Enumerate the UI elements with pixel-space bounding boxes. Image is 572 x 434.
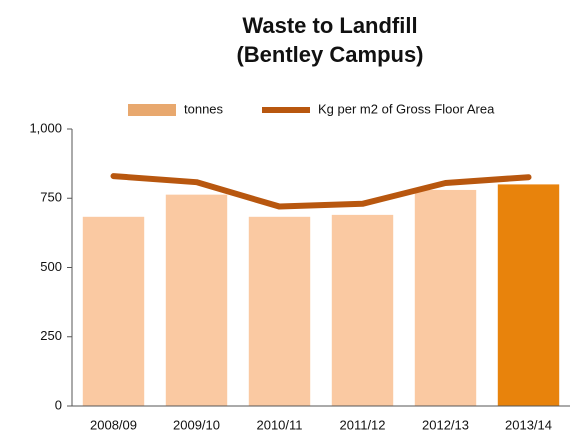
x-tick-label: 2011/12 (339, 417, 385, 432)
y-tick-label: 750 (40, 190, 62, 205)
legend-label: Kg per m2 of Gross Floor Area (318, 101, 495, 116)
bar (497, 184, 560, 406)
x-tick-label: 2012/13 (422, 417, 469, 432)
legend-swatch (128, 104, 176, 116)
x-tick-label: 2010/11 (256, 417, 302, 432)
x-tick-label: 2013/14 (505, 417, 552, 432)
y-tick-label: 1,000 (29, 120, 62, 135)
y-tick-label: 250 (40, 328, 62, 343)
y-tick-label: 500 (40, 259, 62, 274)
legend-label: tonnes (184, 101, 224, 116)
bar (165, 194, 228, 406)
y-tick-label: 0 (55, 397, 62, 412)
x-tick-label: 2009/10 (173, 417, 220, 432)
chart-title: Waste to Landfill (242, 13, 417, 38)
x-tick-label: 2008/09 (90, 417, 137, 432)
bar (248, 216, 311, 406)
bar (82, 216, 145, 406)
bar (331, 214, 394, 406)
chart-title: (Bentley Campus) (236, 42, 423, 67)
line (110, 173, 532, 210)
bar (414, 189, 477, 406)
